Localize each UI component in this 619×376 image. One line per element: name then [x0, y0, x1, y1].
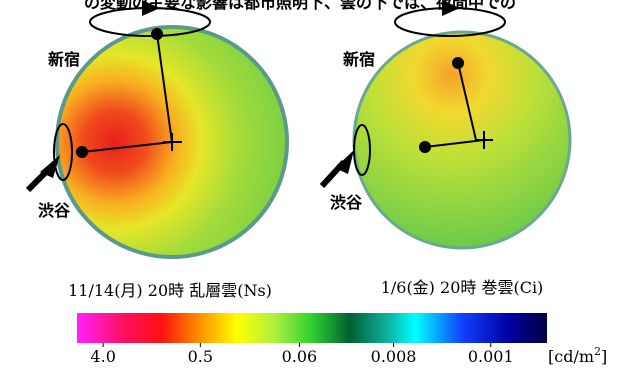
- tick-label: 0.008: [371, 347, 417, 366]
- colorbar: [77, 313, 547, 343]
- tick-label: 0.001: [468, 347, 514, 366]
- unit-end: ]: [601, 347, 607, 366]
- unit: [cd/m2]: [548, 345, 607, 366]
- tick-label: 0.5: [188, 347, 213, 366]
- unit-base: [cd/m: [548, 347, 594, 366]
- tick-label: 0.06: [282, 347, 318, 366]
- place-label: 新宿: [343, 50, 375, 69]
- figure: の変動の主要な影響は都市照明下、雲の下では、夜間中での 新宿 渋谷 新宿 渋谷 …: [0, 0, 619, 376]
- tick-label: 4.0: [90, 347, 115, 366]
- place-label: 新宿: [48, 50, 80, 69]
- place-label: 渋谷: [38, 201, 71, 220]
- caption: 1/6(金) 20時 巻雲(Ci): [381, 278, 544, 297]
- place-label: 渋谷: [330, 193, 363, 212]
- colorbar-ticks: 4.0 0.5 0.06 0.008 0.001: [90, 343, 513, 366]
- caption: 11/14(月) 20時 乱層雲(Ns): [68, 281, 272, 300]
- unit-sup: 2: [594, 345, 601, 358]
